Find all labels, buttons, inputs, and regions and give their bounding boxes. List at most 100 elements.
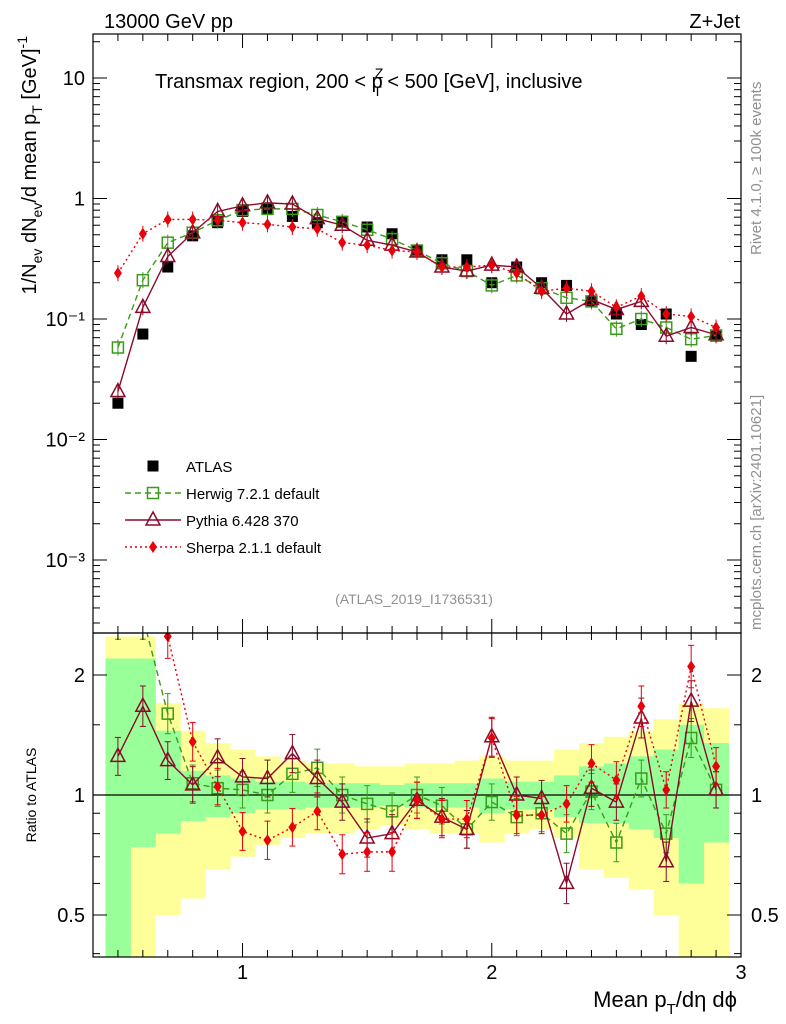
ratio-herwig-point — [560, 827, 573, 840]
sherpa-point — [338, 236, 347, 249]
legend-label-sherpa: Sherpa 2.1.1 default — [186, 540, 322, 557]
herwig-point — [610, 322, 623, 336]
rivet-version: Rivet 4.1.0, ≥ 100k events — [748, 82, 765, 255]
ratio-axes: 2 2 1 1 0.5 0.5 1 2 3 — [57, 633, 779, 984]
ratio-sherpa-point — [413, 794, 421, 807]
ratio-pythia-point — [333, 792, 351, 808]
sherpa-point — [263, 218, 272, 231]
sherpa-point — [562, 282, 571, 295]
legend-marker-pythia — [144, 510, 162, 526]
ratio-sherpa-point — [637, 700, 646, 713]
ratio-pythia-point — [259, 768, 276, 785]
legend-label-atlas: ATLAS — [186, 459, 232, 476]
herwig-point — [136, 273, 150, 287]
atlas-point — [162, 261, 174, 273]
x-axis-label: Mean pT/dη dϕ — [593, 987, 737, 1018]
ratio-sherpa-point — [562, 797, 571, 810]
pythia-point — [284, 194, 301, 210]
y-tick-label: 10⁻¹ — [46, 309, 86, 331]
pythia-point — [583, 289, 600, 306]
ratio-frame — [92, 632, 742, 958]
sherpa-point — [462, 261, 471, 274]
ratio-y-tick-label: 1 — [74, 785, 85, 807]
pythia-point — [458, 261, 476, 277]
pythia-point — [184, 223, 201, 239]
ratio-sherpa-point — [687, 660, 696, 673]
atlas-point — [137, 328, 149, 340]
herwig-line — [117, 208, 717, 348]
herwig-point — [635, 312, 648, 326]
sherpa-line — [117, 218, 717, 329]
legend: ATLAS Herwig 7.2.1 default Pythia 6.428 37… — [125, 459, 322, 557]
ratio-sherpa-point — [288, 821, 297, 834]
ratio-y-tick-label-right: 1 — [751, 785, 762, 807]
ratio-herwig-point — [360, 797, 374, 811]
ratio-sherpa-point — [338, 848, 347, 861]
sherpa-point — [587, 285, 596, 298]
herwig-point — [111, 341, 125, 354]
ratio-pythia-point — [682, 691, 700, 707]
sherpa-point — [188, 213, 197, 226]
ratio-sherpa-point — [537, 809, 546, 822]
legend-marker-atlas — [147, 460, 159, 472]
y-tick-label: 10⁻³ — [46, 550, 86, 572]
pythia-point — [159, 246, 177, 263]
pythia-line — [117, 202, 717, 392]
ratio-herwig-point — [137, 611, 148, 622]
sherpa-point — [687, 310, 696, 323]
mcplots-reference: mcplots.cern.ch [arXiv:2401.10621] — [748, 395, 765, 630]
ratio-pythia-point — [184, 775, 201, 791]
ratio-pythia-point — [583, 778, 600, 794]
ratio-y-tick-label: 0.5 — [57, 905, 85, 927]
sherpa-point — [662, 308, 671, 321]
sherpa-point — [712, 321, 721, 334]
sherpa-point — [388, 244, 397, 257]
ratio-herwig-point — [485, 795, 499, 809]
sherpa-point — [612, 301, 621, 314]
header-right: Z+Jet — [689, 11, 740, 33]
x-tick-label: 2 — [486, 962, 497, 984]
sherpa-point — [313, 222, 322, 235]
pythia-point — [633, 291, 650, 308]
ratio-sherpa-point — [139, 457, 147, 469]
ratio-sherpa-point — [587, 757, 596, 770]
pythia-point — [333, 215, 351, 231]
sherpa-point — [288, 221, 297, 234]
ratio-herwig-point — [610, 836, 623, 849]
ratio-plot-area — [93, 359, 741, 957]
ratio-sherpa-point — [188, 735, 197, 748]
sherpa-point — [238, 216, 247, 229]
ratio-sherpa-point — [114, 359, 122, 371]
sherpa-point — [487, 259, 496, 272]
pythia-point — [558, 304, 575, 320]
ratio-pythia-point — [209, 748, 226, 764]
plot-title-sup: Z — [375, 65, 384, 81]
ratio-sherpa-point — [612, 774, 621, 787]
ratio-y-tick-label-right: 2 — [751, 665, 762, 687]
sherpa-point — [512, 267, 521, 280]
ratio-pythia-point — [109, 746, 127, 763]
ratio-pythia-point — [657, 852, 675, 868]
pythia-point — [682, 317, 700, 334]
ratio-pythia-point — [234, 767, 251, 783]
ratio-sherpa-point — [213, 780, 222, 793]
pythia-point — [707, 325, 725, 341]
sherpa-point — [363, 239, 372, 252]
ratio-pythia-point — [284, 744, 301, 760]
pythia-point — [259, 193, 276, 209]
sherpa-point — [113, 267, 122, 280]
sherpa-point — [437, 261, 446, 274]
ratio-sherpa-point — [437, 813, 446, 826]
ratio-herwig-point — [112, 611, 123, 622]
y-tick-label: 1 — [74, 189, 85, 211]
atlas-point — [112, 397, 124, 409]
ratio-pythia-point — [558, 873, 575, 890]
ratio-herwig-point — [161, 707, 175, 720]
ratio-pythia-point — [309, 768, 326, 785]
main-axes: 10 1 10⁻¹ 10⁻² 10⁻³ — [46, 34, 741, 633]
plot-title: Transmax region, 200 < pZ T < 500 [GeV], … — [155, 65, 583, 99]
ratio-herwig-point — [635, 772, 648, 785]
plot-title-sub: T — [373, 83, 382, 99]
ratio-sherpa-point — [712, 760, 721, 773]
